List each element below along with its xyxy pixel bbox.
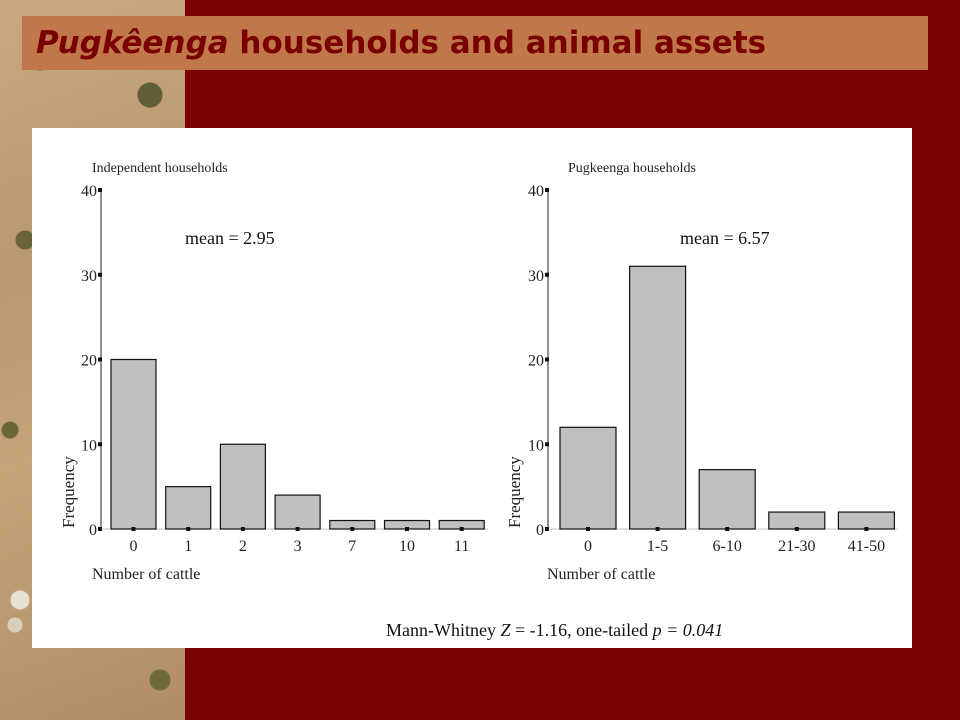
y-tick-label: 10 [81, 437, 97, 454]
x-tick-label: 2 [239, 538, 247, 555]
y-tick [545, 442, 549, 447]
bar [559, 426, 617, 530]
y-tick-label: 40 [81, 183, 97, 200]
x-tick [655, 527, 660, 531]
x-tick [405, 527, 409, 531]
bar [274, 494, 321, 530]
y-tick [98, 357, 102, 362]
bar [110, 358, 157, 530]
x-tick [864, 527, 869, 531]
y-tick [545, 188, 549, 192]
mann-whitney-result: Mann-Whitney Z = -1.16, one-tailed p = 0… [386, 620, 723, 641]
chart-title: Independent households [92, 161, 228, 176]
x-tick [350, 527, 355, 531]
bar [628, 265, 687, 530]
x-axis-label: Number of cattle [92, 566, 200, 583]
slide-title: Pugkêenga households and animal assets [36, 25, 766, 61]
y-tick [98, 527, 102, 531]
x-tick [240, 527, 245, 531]
x-axis-label: Number of cattle [547, 566, 655, 583]
y-tick-label: 40 [528, 183, 544, 200]
stat-p-symbol: p [652, 620, 662, 640]
chart-title: Pugkeenga households [568, 161, 696, 176]
x-tick [586, 527, 590, 531]
y-tick-label: 20 [81, 353, 97, 370]
bar [219, 443, 266, 530]
bar [698, 469, 756, 530]
x-tick-label: 7 [348, 538, 356, 555]
y-tick-label: 0 [89, 522, 97, 539]
y-tick [98, 442, 102, 447]
bar [768, 511, 826, 530]
x-tick-label: 1-5 [647, 538, 668, 555]
x-tick-label: 1 [184, 538, 192, 555]
x-tick-label: 41-50 [848, 538, 885, 555]
y-tick-label: 10 [528, 437, 544, 454]
x-tick [725, 527, 730, 531]
stat-p-value: = 0.041 [661, 620, 724, 640]
title-bar: Pugkêenga households and animal assets [22, 16, 928, 70]
y-tick [98, 188, 102, 192]
stat-z-symbol: Z [500, 620, 511, 640]
stat-z-value: = -1.16, one-tailed [510, 620, 653, 640]
x-tick [186, 527, 191, 531]
title-italic: Pugkêenga [36, 25, 229, 61]
x-tick-label: 3 [294, 538, 302, 555]
y-tick-label: 0 [536, 522, 544, 539]
x-tick-label: 21-30 [778, 538, 815, 555]
y-tick-label: 30 [81, 268, 97, 285]
stat-prefix: Mann-Whitney [386, 620, 501, 640]
x-tick-label: 0 [584, 538, 592, 555]
y-tick [545, 272, 549, 277]
mean-annotation: mean = 6.57 [680, 228, 770, 248]
y-axis-label: Frequency [505, 456, 524, 528]
x-tick-label: 10 [399, 538, 415, 555]
y-axis-label: Frequency [59, 456, 78, 528]
x-tick-label: 6-10 [713, 538, 742, 555]
bar [165, 486, 212, 530]
x-tick [131, 527, 136, 531]
bar [837, 511, 896, 530]
x-tick-label: 0 [130, 538, 138, 555]
y-tick-label: 20 [528, 353, 544, 370]
y-tick [98, 272, 102, 277]
x-tick [459, 527, 464, 531]
x-tick-label: 11 [454, 538, 469, 555]
mean-annotation: mean = 2.95 [185, 228, 275, 248]
y-tick [545, 357, 549, 362]
charts-panel: Independent households 0 10 20 30 40 0 1 2 3 7 10 11… [32, 128, 912, 648]
title-rest: households and animal assets [228, 25, 767, 61]
x-tick [794, 527, 799, 531]
histogram-charts: Independent households 0 10 20 30 40 0 1 2 3 7 10 11… [59, 161, 898, 583]
y-tick-label: 30 [528, 268, 544, 285]
x-tick [295, 527, 300, 531]
y-tick [545, 527, 549, 531]
